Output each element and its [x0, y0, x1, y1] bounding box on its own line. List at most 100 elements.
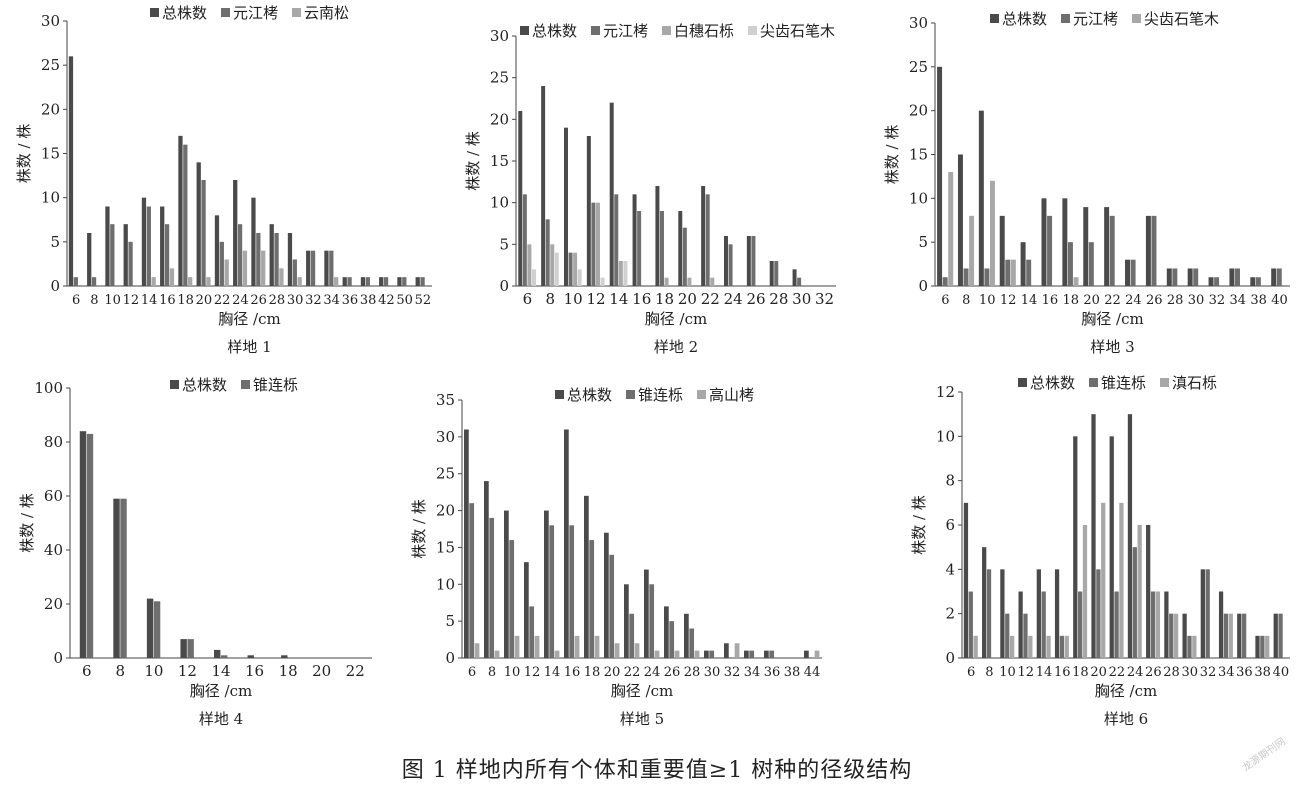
bar [734, 643, 740, 658]
y-tick-label: 30 [436, 428, 455, 446]
legend-swatch [990, 14, 999, 23]
y-tick-label: 15 [41, 145, 60, 163]
y-tick-label: 8 [945, 472, 955, 490]
x-tick-label: 18 [655, 290, 674, 308]
y-tick-label: 0 [445, 649, 455, 667]
bar [545, 219, 550, 286]
bar [1059, 635, 1065, 658]
x-tick-label: 14 [609, 290, 628, 308]
bar [982, 547, 987, 658]
bar [1132, 547, 1137, 658]
bar [1146, 525, 1151, 658]
bar [489, 517, 495, 658]
bar [1000, 569, 1005, 658]
bar [586, 136, 591, 286]
bar [178, 135, 183, 286]
legend-label: 总株数 [162, 4, 207, 22]
bar [1020, 242, 1026, 286]
bar [594, 635, 600, 658]
bar [1054, 569, 1060, 658]
bar [329, 250, 334, 286]
bar [187, 639, 194, 658]
bar [1078, 591, 1083, 658]
bar [1088, 242, 1094, 286]
bar [123, 224, 128, 286]
x-tick-label: 18 [1062, 293, 1079, 308]
x-tick-label: 8 [985, 665, 993, 680]
y-tick-label: 60 [44, 487, 63, 505]
x-tick-label: 16 [245, 662, 264, 680]
bar [469, 503, 475, 658]
x-tick-label: 16 [159, 293, 176, 308]
bar [1023, 613, 1028, 658]
bar [549, 525, 555, 658]
bar [989, 180, 995, 286]
bar [1151, 215, 1157, 286]
bar [279, 268, 284, 286]
y-tick-label: 25 [436, 465, 455, 483]
bar [1005, 613, 1010, 658]
x-tick-label: 18 [584, 665, 601, 680]
panel-title: 样地 3 [1090, 338, 1134, 356]
y-tick-label: 40 [44, 541, 63, 559]
bar [494, 650, 500, 658]
y-tick-label: 30 [490, 27, 509, 45]
bar [1064, 635, 1069, 658]
bar [233, 180, 238, 286]
bar [937, 66, 943, 286]
bar [764, 650, 769, 658]
x-axis-label: 胸径 /cm [218, 310, 280, 328]
bar [573, 252, 578, 286]
bar [224, 259, 229, 286]
x-tick-label: 18 [279, 662, 298, 680]
x-tick-label: 32 [1200, 665, 1217, 680]
bar [91, 277, 97, 286]
x-tick-label: 50 [396, 293, 413, 308]
bar [1119, 502, 1124, 658]
bar [79, 431, 87, 658]
y-tick-label: 10 [936, 427, 955, 445]
y-tick-label: 0 [53, 649, 63, 667]
y-tick-label: 12 [936, 383, 955, 401]
x-tick-label: 12 [1018, 665, 1035, 680]
bar [1255, 277, 1261, 286]
y-tick-label: 25 [41, 56, 60, 74]
y-tick-label: 25 [490, 69, 509, 87]
bar [1265, 635, 1270, 658]
x-tick-label: 32 [1209, 293, 1226, 308]
legend-swatch [626, 390, 635, 399]
bar [584, 495, 589, 658]
bar [474, 643, 480, 658]
legend-swatch [662, 26, 671, 35]
legend-label: 高山栲 [709, 386, 754, 404]
x-tick-label: 40 [1271, 293, 1288, 308]
y-tick-label: 10 [436, 575, 455, 593]
bar [120, 498, 127, 658]
x-tick-label: 26 [1145, 665, 1162, 680]
bar [214, 215, 220, 286]
bar [529, 606, 535, 658]
bar [1223, 613, 1229, 658]
bar [655, 186, 660, 286]
bar [649, 584, 655, 658]
x-tick-label: 36 [342, 293, 359, 308]
x-tick-label: 20 [196, 293, 213, 308]
legend-label: 总株数 [532, 22, 577, 40]
y-tick-label: 20 [44, 595, 63, 613]
x-tick-label: 28 [684, 665, 701, 680]
bar [541, 86, 546, 286]
legend-swatch [555, 390, 564, 399]
y-tick-label: 80 [44, 433, 63, 451]
bar [792, 269, 797, 286]
bar [623, 261, 628, 286]
y-tick-label: 20 [436, 502, 455, 520]
bar [577, 269, 582, 286]
bar [664, 277, 669, 286]
bar [604, 532, 609, 658]
bar [306, 250, 311, 286]
legend-label: 尖齿石笔木 [760, 22, 835, 40]
bar [504, 510, 509, 658]
bar [746, 236, 751, 286]
